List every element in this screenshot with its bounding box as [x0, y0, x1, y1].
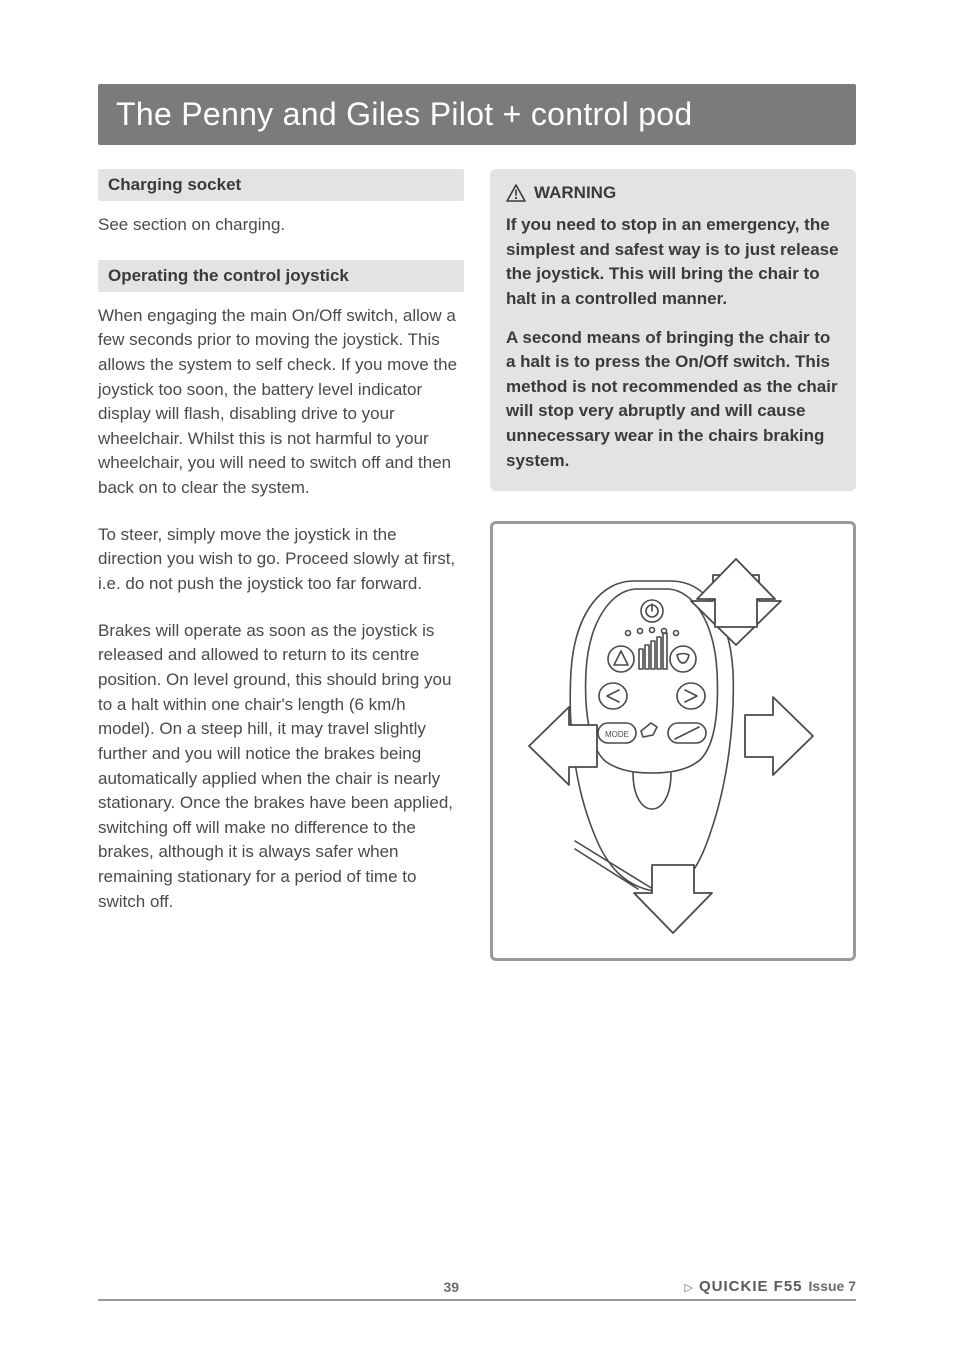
- left-column: Charging socket See section on charging.…: [98, 169, 464, 961]
- brand-triangle-icon: ▷: [685, 1281, 693, 1294]
- page: The Penny and Giles Pilot + control pod …: [0, 0, 954, 1351]
- warning-p1: If you need to stop in an emergency, the…: [506, 213, 840, 312]
- joystick-diagram-frame: MODE: [490, 521, 856, 961]
- page-footer: 39 ▷ QUICKIE F55 Issue 7: [98, 1278, 856, 1301]
- content-columns: Charging socket See section on charging.…: [98, 169, 856, 961]
- section-head-joystick-label: Operating the control joystick: [108, 266, 349, 285]
- warning-head: WARNING: [506, 183, 840, 203]
- right-column: WARNING If you need to stop in an emerge…: [490, 169, 856, 961]
- warning-box: WARNING If you need to stop in an emerge…: [490, 169, 856, 491]
- issue-label: Issue 7: [809, 1278, 856, 1294]
- warning-label: WARNING: [534, 183, 616, 203]
- footer-row: 39 ▷ QUICKIE F55 Issue 7: [98, 1278, 856, 1299]
- charging-body: See section on charging.: [98, 213, 464, 238]
- page-title-bar: The Penny and Giles Pilot + control pod: [98, 84, 856, 145]
- footer-rule: [98, 1299, 856, 1301]
- page-number: 39: [218, 1279, 685, 1295]
- section-head-charging: Charging socket: [98, 169, 464, 201]
- svg-text:MODE: MODE: [605, 730, 629, 739]
- section-head-joystick: Operating the control joystick: [98, 260, 464, 292]
- joystick-body-3: Brakes will operate as soon as the joyst…: [98, 619, 464, 915]
- brand-name: QUICKIE F55: [699, 1278, 803, 1295]
- warning-p2: A second means of bringing the chair to …: [506, 326, 840, 474]
- section-head-charging-label: Charging socket: [108, 175, 241, 194]
- joystick-body-1: When engaging the main On/Off switch, al…: [98, 304, 464, 501]
- joystick-body-2: To steer, simply move the joystick in th…: [98, 523, 464, 597]
- joystick-diagram: MODE: [513, 541, 833, 941]
- page-title: The Penny and Giles Pilot + control pod: [116, 96, 692, 132]
- warning-icon: [506, 184, 526, 202]
- footer-brand-block: ▷ QUICKIE F55 Issue 7: [685, 1278, 856, 1295]
